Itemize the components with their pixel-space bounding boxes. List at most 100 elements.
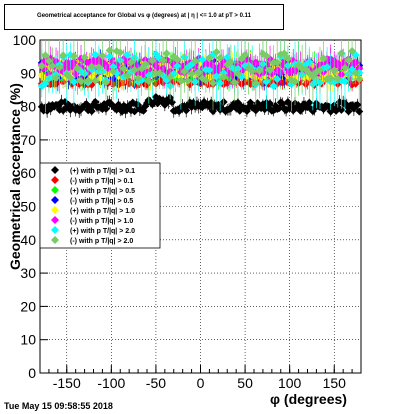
data-point (44, 56, 53, 65)
data-point (255, 66, 264, 75)
legend-box (39, 162, 161, 249)
data-point (77, 77, 86, 86)
legend-label: (+) with p T/|q| > 0.5 (70, 188, 135, 195)
data-point (173, 55, 182, 64)
legend-label: (+) with p T/|q| > 2.0 (70, 228, 135, 235)
legend-marker (51, 206, 59, 214)
data-point (241, 50, 250, 59)
data-point (280, 49, 289, 58)
data-point (105, 46, 114, 55)
data-point (101, 78, 110, 87)
legend-marker (51, 196, 59, 204)
data-point (116, 48, 125, 57)
data-point (121, 106, 130, 115)
data-point (333, 74, 342, 83)
y-tick-label: 100 (13, 32, 37, 48)
data-point (355, 107, 364, 116)
data-point (269, 81, 278, 90)
data-point (344, 56, 353, 65)
x-tick-label: -150 (53, 375, 81, 391)
data-point (184, 76, 193, 85)
data-point (348, 47, 357, 56)
legend-marker (51, 166, 59, 174)
data-point (187, 69, 196, 78)
data-point (337, 49, 346, 58)
x-tick-label: 50 (237, 375, 253, 391)
data-point (94, 63, 103, 72)
data-point (340, 77, 349, 86)
data-point (330, 66, 339, 75)
data-point (141, 60, 150, 69)
data-point (226, 57, 235, 66)
data-point (134, 74, 143, 83)
data-point (73, 64, 82, 73)
y-tick-label: 90 (20, 65, 36, 81)
data-point (91, 50, 100, 59)
data-point (48, 62, 57, 71)
legend-marker (51, 186, 59, 194)
data-point (159, 56, 168, 65)
data-point (273, 58, 282, 67)
x-tick-label: -50 (146, 375, 166, 391)
data-point (219, 73, 228, 82)
data-point (305, 98, 314, 107)
data-point (180, 67, 189, 76)
data-point (201, 76, 210, 85)
data-point (80, 53, 89, 62)
y-tick-label: 20 (20, 298, 36, 314)
data-point (176, 76, 185, 85)
data-point (212, 47, 221, 56)
data-point (166, 72, 175, 81)
data-point (162, 49, 171, 58)
x-tick-label: 0 (197, 375, 205, 391)
data-point (59, 51, 68, 60)
data-point (230, 78, 239, 87)
y-tick-label: 50 (20, 199, 36, 215)
x-tick-label: 150 (323, 375, 347, 391)
data-point (344, 107, 353, 116)
legend-marker (51, 236, 59, 244)
y-tick-label: 80 (20, 99, 36, 115)
data-point (248, 66, 257, 75)
data-point (126, 58, 135, 67)
data-point (291, 77, 300, 86)
data-point (251, 79, 260, 88)
legend-marker (51, 176, 59, 184)
data-point (84, 76, 93, 85)
y-tick-label: 0 (28, 365, 36, 381)
data-point (52, 73, 61, 82)
data-point (262, 77, 271, 86)
data-point (326, 74, 335, 83)
data-point (208, 79, 217, 88)
legend-label: (+) with p T/|q| > 0.1 (70, 168, 135, 175)
data-point (351, 69, 360, 78)
data-point (212, 72, 221, 81)
data-point (315, 66, 324, 75)
data-point (41, 51, 50, 60)
data-point (198, 55, 207, 64)
chart-title: Geometrical acceptance for Global vs φ (… (37, 13, 251, 19)
data-point (155, 69, 164, 78)
data-point (123, 71, 132, 80)
data-point (55, 63, 64, 72)
data-point (109, 67, 118, 76)
legend-label: (+) with p T/|q| > 1.0 (70, 208, 135, 215)
legend-label: (-) with p T/|q| > 2.0 (70, 238, 133, 245)
data-point (119, 64, 128, 73)
timestamp: Tue May 15 09:58:55 2018 (4, 401, 113, 411)
data-point (91, 76, 100, 85)
data-point (355, 75, 364, 84)
chart-title-box: Geometrical acceptance for Global vs φ (… (4, 4, 284, 30)
data-point (130, 65, 139, 74)
data-point (353, 100, 362, 109)
data-point (319, 54, 328, 63)
data-point (262, 52, 271, 61)
y-tick-label: 70 (20, 132, 36, 148)
data-point (41, 79, 50, 88)
legend-label: (-) with p T/|q| > 0.5 (70, 198, 133, 205)
y-tick-label: 10 (20, 332, 36, 348)
data-point (123, 51, 132, 60)
y-tick-label: 40 (20, 232, 36, 248)
data-point (98, 51, 107, 60)
data-point (216, 78, 225, 87)
